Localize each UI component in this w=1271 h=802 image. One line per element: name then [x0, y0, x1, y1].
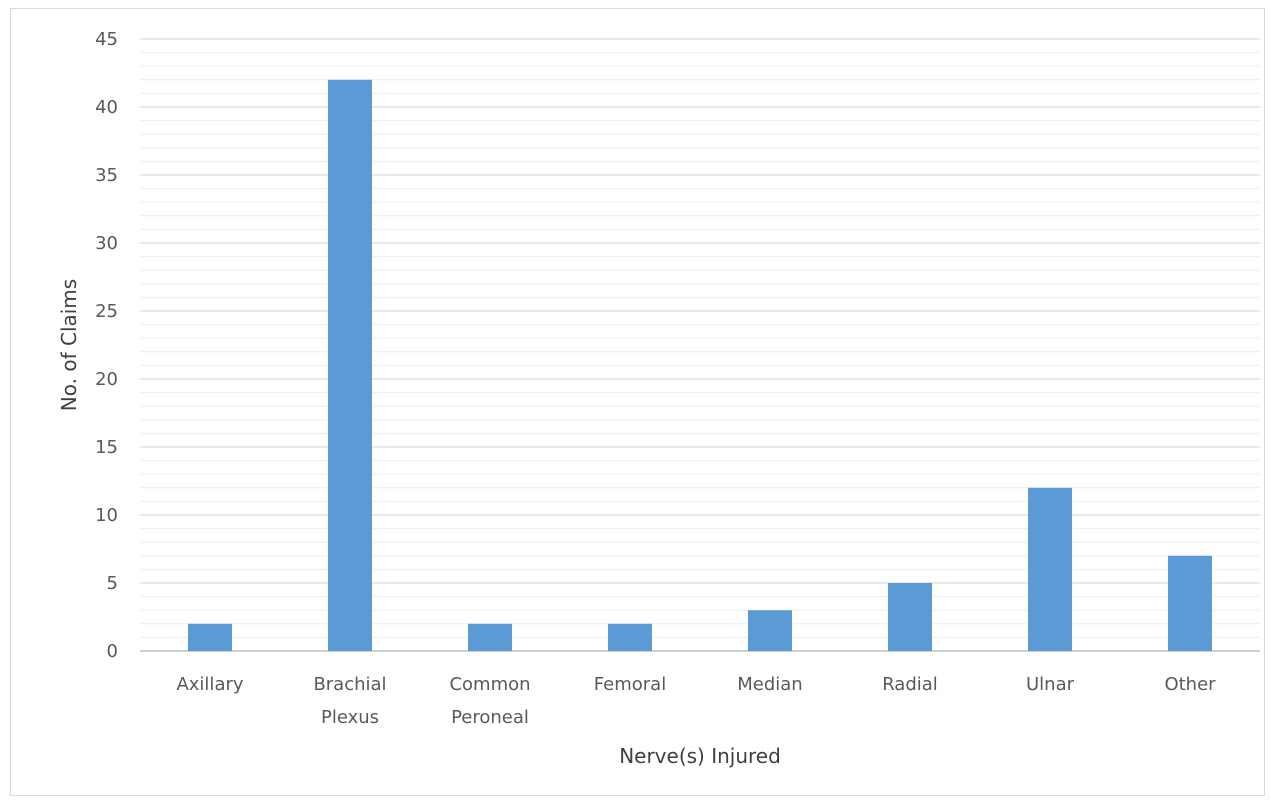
- y-tick-label: 40: [95, 97, 118, 118]
- x-tick-label: Common Peroneal: [449, 674, 530, 728]
- x-tick-label: Brachial Plexus: [313, 674, 386, 728]
- x-tick-label: Median: [737, 674, 802, 695]
- y-tick-label: 5: [107, 573, 118, 594]
- bar: [328, 79, 372, 652]
- y-axis-title: No. of Claims: [57, 279, 81, 411]
- x-tick-label: Femoral: [594, 674, 666, 695]
- y-tick-label: 45: [95, 29, 118, 50]
- y-tick-label: 20: [95, 369, 118, 390]
- y-tick-label: 35: [95, 165, 118, 186]
- bar: [188, 623, 232, 651]
- x-tick-label: Axillary: [176, 674, 243, 695]
- x-tick-label: Radial: [882, 674, 938, 695]
- x-tick-label: Other: [1164, 674, 1216, 695]
- y-tick-label: 30: [95, 233, 118, 254]
- bar: [608, 623, 652, 651]
- bar: [1168, 555, 1212, 651]
- bar: [748, 610, 792, 651]
- y-tick-label: 15: [95, 437, 118, 458]
- x-axis-title: Nerve(s) Injured: [619, 744, 781, 768]
- x-tick-label: Ulnar: [1026, 674, 1075, 695]
- y-tick-labels: 0 5 10 15 20 25 30 35 40 45: [95, 29, 118, 662]
- bar: [468, 623, 512, 651]
- y-tick-label: 0: [107, 641, 118, 662]
- bar: [1028, 487, 1072, 651]
- grid-lines: [140, 38, 1260, 652]
- chart-frame: [10, 8, 1265, 796]
- y-tick-label: 25: [95, 301, 118, 322]
- x-tick-labels: Axillary Brachial Plexus Common Peroneal Femo…: [176, 674, 1216, 728]
- bars: [188, 79, 1212, 652]
- y-tick-label: 10: [95, 505, 118, 526]
- bar: [888, 583, 932, 651]
